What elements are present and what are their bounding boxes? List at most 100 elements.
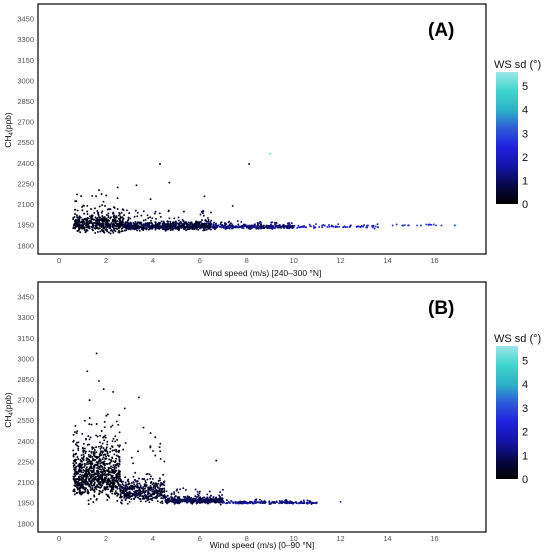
- data-point: [89, 469, 92, 472]
- data-point: [111, 449, 114, 452]
- data-point: [189, 498, 192, 501]
- data-point: [105, 447, 108, 450]
- data-point: [258, 226, 261, 228]
- data-point: [123, 496, 126, 499]
- data-point: [102, 200, 105, 203]
- data-point: [195, 220, 198, 223]
- data-point: [208, 490, 211, 493]
- data-point: [163, 227, 166, 230]
- data-point: [116, 494, 119, 497]
- data-point: [161, 487, 164, 490]
- data-point: [125, 497, 128, 500]
- panel-a-y-ticks: 1800 1950 2100 2250 2400 2550 2700 2850 3000 3150…: [17, 15, 34, 251]
- data-point: [100, 445, 103, 448]
- data-point: [112, 488, 115, 491]
- data-point: [76, 456, 79, 458]
- data-point: [205, 222, 208, 225]
- data-point: [118, 475, 121, 478]
- data-point: [79, 484, 82, 487]
- data-point: [97, 480, 100, 483]
- data-point: [99, 230, 102, 233]
- data-point: [276, 225, 279, 228]
- data-point: [106, 470, 109, 472]
- data-point: [145, 484, 148, 487]
- y-tick-label: 2400: [17, 437, 34, 446]
- data-point: [75, 465, 78, 468]
- data-point: [194, 488, 197, 491]
- data-point: [104, 453, 107, 456]
- data-point: [115, 492, 118, 495]
- data-point: [100, 474, 103, 477]
- data-point: [97, 220, 100, 222]
- data-point: [85, 221, 88, 224]
- data-point: [113, 453, 116, 456]
- data-point: [262, 225, 265, 228]
- data-point: [144, 496, 147, 499]
- data-point: [95, 195, 98, 198]
- data-point: [338, 225, 341, 228]
- data-point: [137, 396, 140, 399]
- data-point: [279, 225, 281, 228]
- data-point: [86, 370, 89, 373]
- data-point: [185, 499, 188, 502]
- data-point: [113, 466, 116, 468]
- data-point: [124, 221, 127, 224]
- data-point: [84, 450, 87, 453]
- data-point: [111, 456, 114, 459]
- data-point: [114, 435, 117, 438]
- data-point: [101, 204, 104, 207]
- data-point: [106, 488, 109, 491]
- data-point: [142, 486, 145, 488]
- data-point: [93, 454, 95, 457]
- data-point: [363, 224, 366, 226]
- data-point: [302, 499, 305, 502]
- data-point: [99, 441, 101, 444]
- y-tick-label: 2550: [17, 416, 34, 425]
- data-point: [145, 489, 148, 492]
- data-point: [260, 500, 263, 503]
- data-point: [111, 223, 114, 226]
- data-point: [149, 494, 152, 497]
- data-point: [173, 502, 176, 505]
- data-point: [113, 220, 116, 223]
- data-point: [76, 193, 78, 196]
- data-point: [326, 225, 329, 228]
- data-point: [117, 465, 120, 468]
- data-point: [73, 484, 76, 487]
- data-point: [171, 222, 174, 225]
- data-point: [88, 480, 91, 482]
- data-point: [77, 464, 80, 467]
- legend-a-title: WS sd (°): [494, 59, 541, 71]
- data-point: [205, 228, 208, 231]
- data-point: [101, 461, 103, 464]
- data-point: [134, 220, 137, 223]
- data-point: [305, 226, 307, 229]
- data-point: [208, 222, 211, 225]
- legend-b-title: WS sd (°): [494, 333, 541, 345]
- data-point: [86, 218, 88, 221]
- data-point: [181, 218, 184, 221]
- data-point: [140, 221, 143, 224]
- data-point: [79, 216, 82, 219]
- data-point: [198, 492, 201, 494]
- data-point: [111, 492, 114, 495]
- data-point: [214, 501, 217, 504]
- data-point: [99, 464, 102, 467]
- data-point: [209, 226, 212, 229]
- data-point: [138, 477, 140, 480]
- x-tick-label: 0: [57, 256, 61, 265]
- data-point: [133, 494, 136, 497]
- data-point: [142, 478, 145, 481]
- data-point: [87, 460, 90, 463]
- data-point: [98, 189, 100, 192]
- data-point: [72, 449, 75, 452]
- data-point: [278, 499, 281, 502]
- data-point: [215, 500, 218, 503]
- panel-b-points: [72, 352, 342, 506]
- data-point: [96, 226, 99, 229]
- y-tick-label: 3300: [17, 313, 34, 322]
- data-point: [111, 230, 114, 233]
- data-point: [73, 466, 76, 469]
- data-point: [82, 442, 85, 445]
- data-point: [108, 496, 111, 499]
